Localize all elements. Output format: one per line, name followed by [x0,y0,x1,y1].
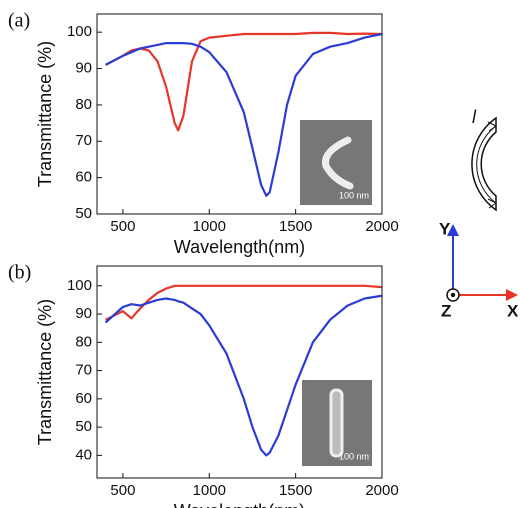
y-axis-label: Transmittance (%) [35,299,55,445]
plot-frame [96,13,383,215]
series-line [105,31,383,132]
y-tick-label: 60 [75,390,92,407]
panel-label: (b) [8,262,31,284]
panel-label: (a) [8,10,30,32]
x-axis-label: Wavelength(nm) [174,237,305,257]
y-tick-label: 50 [75,205,92,222]
y-tick-label: 90 [75,60,92,77]
coordinate-diagram: l Y Z X [439,107,519,321]
x-tick-label: 2000 [365,482,398,499]
arc-label: l [472,107,477,127]
y-tick-label: 60 [75,169,92,186]
y-axis-label: Transmittance (%) [35,41,55,187]
y-tick-label: 50 [75,418,92,435]
axis-name: X [507,301,519,320]
plot-frame [96,265,383,479]
x-tick-label: 1500 [279,482,312,499]
x-tick-label: 500 [110,218,135,235]
x-axis-label: Wavelength(nm) [174,501,305,508]
axis-name: Y [439,219,451,238]
series-line [104,294,383,457]
x-tick-label: 2000 [365,218,398,235]
y-tick-label: 80 [75,96,92,113]
sem-inset: 100 nm [300,120,372,205]
x-tick-label: 1000 [193,482,226,499]
scale-label: 100 nm [339,451,369,461]
x-tick-label: 500 [110,482,135,499]
x-tick-label: 1000 [193,218,226,235]
series-line [105,32,383,197]
x-tick-label: 1500 [279,218,312,235]
sem-inset: 100 nm [302,380,372,466]
y-tick-label: 70 [75,132,92,149]
y-tick-label: 90 [75,305,92,322]
y-tick-label: 40 [75,446,92,463]
series-line [105,284,383,321]
y-tick-label: 70 [75,362,92,379]
scale-label: 100 nm [339,190,369,200]
y-tick-label: 80 [75,333,92,350]
y-tick-label: 100 [67,23,92,40]
axis-name: Z [441,301,451,320]
y-tick-label: 100 [67,277,92,294]
